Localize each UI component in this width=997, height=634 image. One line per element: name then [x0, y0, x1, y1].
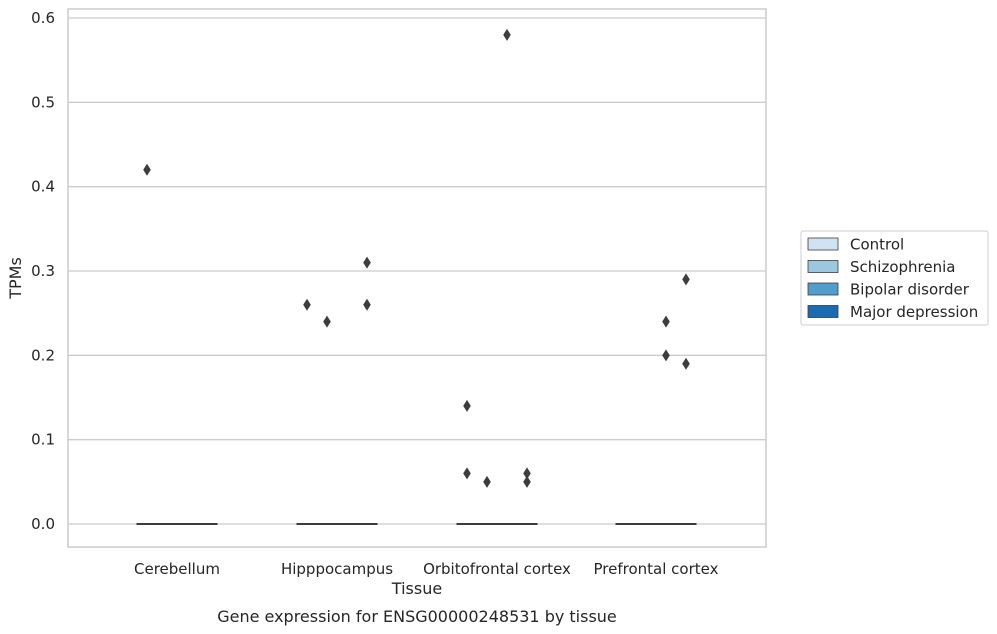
y-tick-label: 0.4: [31, 178, 55, 196]
outlier-point: [363, 256, 371, 269]
legend-label: Schizophrenia: [850, 258, 955, 276]
outlier-point: [363, 298, 371, 311]
outlier-point: [662, 315, 670, 328]
outlier-point: [662, 349, 670, 362]
outlier-point: [143, 163, 151, 176]
legend-swatch: [807, 237, 839, 251]
plot-frame: [67, 8, 767, 548]
x-tick-labels: Cerebellum Hipppocampus Orbitofrontal cort…: [134, 560, 719, 578]
x-tick-label: Hipppocampus: [281, 560, 393, 578]
legend-label: Control: [850, 236, 904, 254]
y-tick-label: 0.5: [31, 93, 55, 111]
outlier-point: [682, 357, 690, 370]
outlier-point: [463, 399, 471, 412]
outlier-point: [523, 467, 531, 480]
legend-swatch: [807, 260, 839, 273]
outlier-point: [463, 467, 471, 480]
legend-swatch: [807, 282, 839, 296]
x-tick-label: Cerebellum: [134, 560, 220, 578]
outlier-point: [303, 298, 311, 311]
y-tick-label: 0.3: [31, 262, 55, 280]
x-tick-label: Orbitofrontal cortex: [423, 560, 571, 578]
legend-frame: [800, 230, 989, 326]
y-tick-label: 0.0: [31, 515, 55, 533]
legend-label: Bipolar disorder: [850, 281, 970, 299]
chart-caption: Gene expression for ENSG00000248531 by t…: [217, 607, 617, 626]
outlier-point: [523, 475, 531, 488]
y-tick-label: 0.2: [31, 346, 55, 364]
boxes: [136, 523, 697, 525]
outlier-markers: [143, 28, 690, 488]
legend-label: Major depression: [850, 303, 978, 321]
legend-swatch: [807, 305, 839, 318]
y-tick-label: 0.1: [31, 431, 55, 449]
x-axis-title: Tissue: [391, 579, 442, 598]
y-axis-title: TPMs: [6, 257, 25, 300]
y-tick-label: 0.6: [31, 9, 55, 27]
outlier-point: [483, 475, 491, 488]
y-tick-labels: 0.0 0.1 0.2 0.3 0.4 0.5 0.6: [31, 9, 55, 533]
outlier-point: [503, 28, 511, 41]
outlier-point: [682, 273, 690, 286]
x-tick-label: Prefrontal cortex: [594, 560, 719, 578]
outlier-point: [323, 315, 331, 328]
legend: Control Schizophrenia Bipolar disorder Majo…: [800, 230, 989, 326]
gridlines: [68, 17, 766, 525]
